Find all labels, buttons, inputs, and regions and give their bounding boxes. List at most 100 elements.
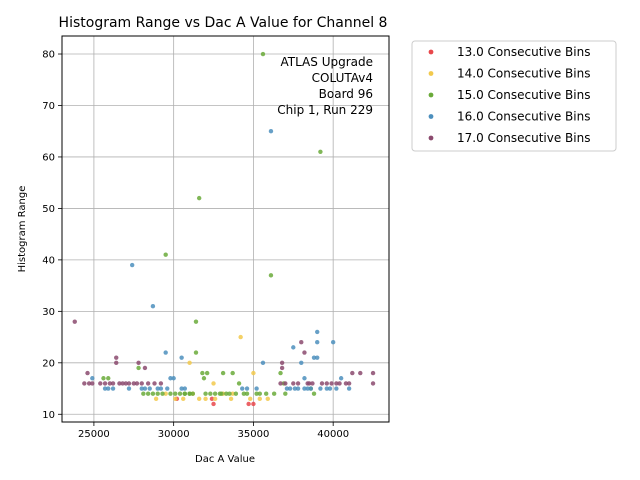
data-point xyxy=(136,360,141,366)
data-point xyxy=(141,391,146,396)
data-point xyxy=(190,391,195,396)
y-tick-label: 20 xyxy=(42,358,55,369)
legend-label: 14.0 Consecutive Bins xyxy=(457,67,590,81)
data-point xyxy=(310,381,315,386)
data-point xyxy=(244,386,250,391)
data-point xyxy=(163,252,168,257)
data-point xyxy=(211,401,216,407)
y-tick-label: 10 xyxy=(42,410,55,421)
data-point xyxy=(287,386,293,391)
data-point xyxy=(107,381,113,386)
data-point xyxy=(358,370,363,376)
data-point xyxy=(173,391,178,396)
data-point xyxy=(102,381,108,386)
data-point xyxy=(142,365,148,371)
data-point xyxy=(240,386,245,391)
data-point xyxy=(346,386,352,391)
data-point xyxy=(200,370,205,376)
data-point xyxy=(330,340,336,345)
data-point xyxy=(278,370,283,376)
data-point xyxy=(299,340,304,345)
data-point xyxy=(158,381,164,386)
data-point xyxy=(163,350,168,355)
data-point xyxy=(233,391,239,396)
data-point xyxy=(134,381,140,386)
data-point xyxy=(279,365,285,371)
legend-marker xyxy=(428,114,434,119)
data-point xyxy=(150,391,156,396)
data-point xyxy=(209,396,215,402)
data-point xyxy=(208,391,213,396)
data-point xyxy=(179,386,184,391)
data-point xyxy=(114,360,119,366)
data-point xyxy=(305,386,310,391)
data-point xyxy=(150,304,156,309)
data-point xyxy=(271,391,277,396)
data-point xyxy=(324,381,329,386)
data-point xyxy=(324,386,329,391)
data-point xyxy=(227,391,232,396)
data-point xyxy=(106,386,111,391)
data-point xyxy=(155,391,160,396)
data-point xyxy=(196,195,202,201)
data-point xyxy=(90,381,95,386)
data-point xyxy=(244,391,250,396)
data-point xyxy=(72,319,77,324)
data-point xyxy=(308,386,314,391)
legend-label: 17.0 Consecutive Bins xyxy=(457,131,590,145)
data-point xyxy=(318,149,323,154)
data-point xyxy=(268,273,274,278)
data-point xyxy=(268,129,274,134)
data-point xyxy=(278,381,283,386)
data-point xyxy=(302,350,307,355)
data-point xyxy=(279,360,285,366)
data-point xyxy=(101,376,106,381)
data-point xyxy=(168,376,173,381)
data-point xyxy=(265,396,270,402)
data-point xyxy=(228,396,234,402)
data-point xyxy=(163,391,168,396)
annotation-line-3: Board 96 xyxy=(319,87,373,101)
data-point xyxy=(295,381,301,386)
data-point xyxy=(302,376,307,381)
data-point xyxy=(102,386,108,391)
data-point xyxy=(260,51,266,57)
chart-title: Histogram Range vs Dac A Value for Chann… xyxy=(59,15,388,31)
data-point xyxy=(238,334,243,340)
data-point xyxy=(147,386,152,391)
data-point xyxy=(187,360,192,366)
data-point xyxy=(346,381,352,386)
axis-ticks: 25000 30000 35000 40000 10 20 30 40 50 60 70 80 xyxy=(42,50,349,440)
data-point xyxy=(315,329,320,335)
y-tick-label: 60 xyxy=(42,152,55,163)
y-tick-label: 80 xyxy=(42,50,55,61)
data-point xyxy=(311,355,317,360)
legend-marker xyxy=(428,71,434,76)
annotation-line-1: ATLAS Upgrade xyxy=(280,55,373,69)
data-point xyxy=(295,386,301,391)
data-point xyxy=(219,391,224,396)
data-point xyxy=(334,381,339,386)
data-point xyxy=(291,345,296,350)
data-point xyxy=(182,391,188,396)
data-point xyxy=(311,391,317,396)
data-point xyxy=(179,355,184,360)
data-point xyxy=(263,391,269,396)
legend-label: 16.0 Consecutive Bins xyxy=(457,110,590,124)
legend-marker xyxy=(428,92,434,98)
chart-annotation: ATLAS Upgrade COLUTAv4 Board 96 Chip 1, … xyxy=(277,55,373,117)
data-point xyxy=(114,355,119,360)
data-point xyxy=(299,360,304,366)
y-tick-label: 40 xyxy=(42,255,55,266)
x-tick-label: 30000 xyxy=(158,429,190,440)
data-point xyxy=(241,391,247,396)
data-point xyxy=(204,370,210,376)
legend-frame xyxy=(411,40,617,152)
data-point xyxy=(329,381,334,386)
data-point xyxy=(257,391,262,396)
data-point xyxy=(193,350,199,355)
data-point xyxy=(145,391,151,396)
data-point xyxy=(152,381,157,386)
series-5-points xyxy=(72,319,376,386)
